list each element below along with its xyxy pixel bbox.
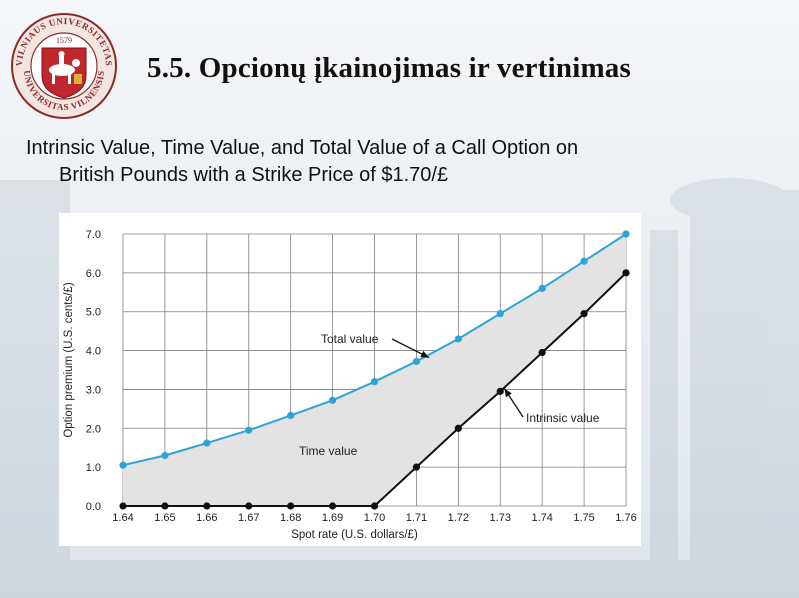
total-value-point	[412, 357, 421, 366]
chart-series	[119, 230, 630, 510]
intrinsic-value-point	[580, 310, 588, 318]
total-value-point	[328, 396, 337, 404]
total-value-point	[161, 451, 169, 460]
slide-subtitle: Intrinsic Value, Time Value, and Total V…	[26, 135, 766, 189]
total-value-point	[203, 439, 211, 447]
intrinsic-value-point	[370, 502, 379, 510]
annotation-intrinsic-value: Intrinsic value	[526, 411, 600, 425]
subtitle-line-1: Intrinsic Value, Time Value, and Total V…	[26, 137, 579, 159]
total-value-point	[454, 335, 462, 343]
total-value-point	[580, 257, 588, 265]
y-tick-label: 1.0	[86, 462, 101, 474]
y-tick-label: 5.0	[86, 307, 101, 319]
total-value-point	[538, 284, 546, 292]
intrinsic-value-point	[119, 502, 127, 510]
x-tick-label: 1.71	[406, 512, 427, 524]
y-tick-label: 4.0	[86, 346, 101, 358]
subtitle-line-2: British Pounds with a Strike Price of $1…	[59, 164, 449, 186]
intrinsic-value-point	[328, 502, 337, 510]
intrinsic-value-point	[454, 424, 462, 432]
chart-annotations: Total value Intrinsic value Time value	[299, 332, 600, 458]
intrinsic-value-point	[538, 348, 546, 357]
x-tick-label: 1.69	[322, 512, 343, 524]
y-axis-title: Option premium (U.S. cents/£)	[63, 282, 75, 437]
y-tick-label: 0.0	[86, 501, 101, 513]
y-tick-label: 3.0	[86, 384, 101, 396]
y-tick-label: 6.0	[86, 268, 101, 280]
intrinsic-value-point	[622, 269, 630, 277]
x-tick-label: 1.67	[238, 512, 259, 524]
intrinsic-value-point	[287, 502, 295, 510]
total-value-point	[287, 411, 295, 420]
x-tick-label: 1.74	[531, 512, 552, 524]
intrinsic-value-point	[496, 387, 504, 395]
chart-container: 1.64 1.65 1.66 1.67 1.68 1.69 1.70 1.71 1.72 1.73…	[59, 213, 641, 546]
x-axis-title: Spot rate (U.S. dollars/£)	[291, 529, 418, 541]
x-tick-label: 1.66	[196, 512, 217, 524]
intrinsic-value-point	[203, 502, 211, 510]
total-value-point	[496, 310, 504, 318]
annotation-intrinsic-value-arrowhead	[504, 388, 512, 398]
slide-title: 5.5. Opcionų įkainojimas ir vertinimas	[147, 52, 631, 84]
x-tick-label: 1.72	[448, 512, 469, 524]
total-value-point	[370, 378, 379, 386]
total-value-point	[245, 426, 253, 434]
x-tick-label: 1.70	[364, 512, 385, 524]
annotation-total-value: Total value	[321, 332, 379, 346]
logo-year: 1579	[56, 36, 72, 45]
x-tick-label: 1.75	[573, 512, 594, 524]
annotation-total-value-arrowhead	[420, 350, 429, 358]
intrinsic-value-point	[161, 502, 169, 510]
time-value-area	[123, 234, 626, 506]
y-tick-label: 2.0	[86, 423, 101, 435]
intrinsic-value-point	[245, 502, 253, 510]
x-tick-label: 1.68	[280, 512, 301, 524]
university-logo: VILNIAUS UNIVERSITETAS UNIVERSITAS VILNE…	[11, 13, 117, 119]
x-tick-label: 1.64	[112, 512, 133, 524]
total-value-point	[622, 230, 630, 238]
intrinsic-value-point	[412, 463, 421, 471]
option-value-chart: 1.64 1.65 1.66 1.67 1.68 1.69 1.70 1.71 1.72 1.73…	[63, 229, 637, 541]
chart-axes: 1.64 1.65 1.66 1.67 1.68 1.69 1.70 1.71 1.72 1.73…	[86, 229, 637, 524]
x-tick-label: 1.76	[615, 512, 636, 524]
annotation-time-value: Time value	[299, 444, 358, 458]
x-tick-label: 1.65	[154, 512, 175, 524]
x-tick-label: 1.73	[490, 512, 511, 524]
total-value-point	[119, 461, 127, 469]
y-tick-label: 7.0	[86, 229, 101, 241]
